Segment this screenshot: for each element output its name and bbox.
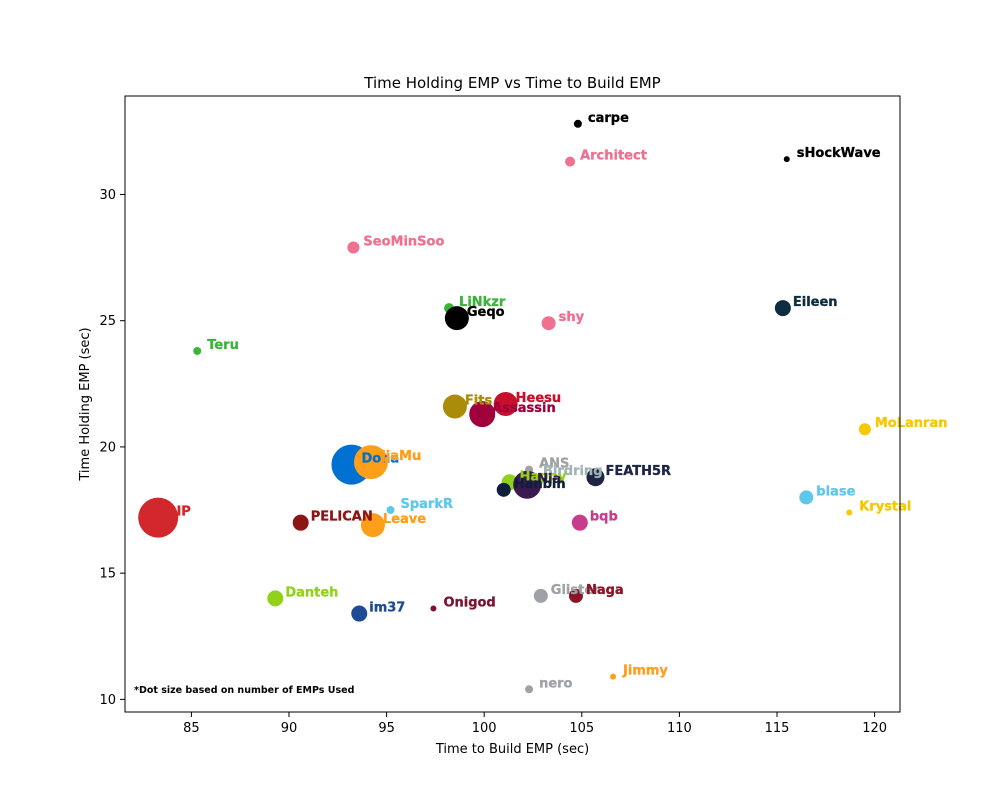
y-axis: 10 15 20 25 30 bbox=[99, 188, 125, 708]
point-sparkr bbox=[386, 506, 395, 515]
point-label-pelican: PELICAN bbox=[311, 510, 373, 525]
point-label-feath5r: FEATH5R bbox=[605, 464, 671, 479]
point-label-linkzr: LiNkzr bbox=[459, 295, 506, 310]
y-tick-label: 20 bbox=[99, 440, 116, 455]
point-hanbin bbox=[496, 482, 511, 497]
point-label-glister: Glister bbox=[551, 583, 600, 598]
point-leave bbox=[360, 513, 385, 538]
point-eileen bbox=[774, 300, 791, 317]
point-nia bbox=[513, 470, 542, 499]
point-label-im37: im37 bbox=[369, 601, 405, 616]
point-im37 bbox=[351, 605, 368, 622]
point-geqo bbox=[444, 306, 469, 331]
point-label-shy: shy bbox=[559, 310, 585, 325]
point-label-bqb: bqb bbox=[590, 510, 618, 525]
y-axis-label: Time Holding EMP (sec) bbox=[78, 327, 93, 481]
point-danteh bbox=[267, 590, 284, 607]
x-tick-label: 110 bbox=[667, 721, 692, 736]
y-tick-label: 30 bbox=[99, 188, 116, 203]
point-seominsoo bbox=[347, 241, 360, 254]
point-label-heesu: Heesu bbox=[516, 391, 562, 406]
point-jimmy bbox=[610, 673, 617, 680]
point-nero bbox=[525, 685, 534, 694]
point-teru bbox=[193, 346, 202, 355]
point-label-shockwave: sHockWave bbox=[797, 146, 881, 161]
point-assassin bbox=[469, 401, 496, 428]
point-heesu bbox=[493, 392, 518, 416]
point-fits bbox=[442, 394, 467, 419]
point-label-ans: ANS bbox=[539, 457, 569, 472]
point-label-nia: Nia bbox=[537, 472, 561, 487]
x-tick-label: 120 bbox=[862, 721, 887, 736]
point-label-happy: Happy bbox=[520, 469, 567, 484]
point-shockwave bbox=[783, 156, 790, 163]
point-label-jimmy: Jimmy bbox=[622, 664, 668, 679]
point-label-fits: Fits bbox=[465, 394, 493, 409]
point-architect bbox=[565, 156, 576, 167]
point-bqb bbox=[571, 514, 588, 531]
x-tick-label: 85 bbox=[183, 721, 200, 736]
point-label-nero: nero bbox=[539, 676, 572, 691]
point-label-assassin: Assassin bbox=[492, 401, 556, 416]
chart-title: Time Holding EMP vs Time to Build EMP bbox=[363, 74, 660, 92]
point-carpe bbox=[573, 119, 582, 128]
point-blase bbox=[799, 490, 814, 505]
point-label-carpe: carpe bbox=[588, 111, 629, 126]
y-tick-label: 10 bbox=[99, 693, 116, 708]
point-naga bbox=[568, 588, 583, 603]
point-label-onigod: Onigod bbox=[443, 595, 495, 610]
point-label-architect: Architect bbox=[580, 149, 647, 164]
x-tick-label: 90 bbox=[281, 721, 298, 736]
point-label-birdring: Birdring bbox=[543, 464, 603, 479]
x-tick-label: 115 bbox=[765, 721, 790, 736]
point-krystal bbox=[846, 509, 853, 516]
point-label-molanran: MoLanran bbox=[875, 416, 948, 431]
point-jjamu bbox=[353, 445, 388, 480]
point-lip bbox=[138, 497, 179, 538]
point-molanran bbox=[858, 423, 871, 436]
y-tick-label: 15 bbox=[99, 567, 116, 582]
point-label-danteh: Danteh bbox=[285, 585, 338, 600]
point-label-jjamu: JjaMu bbox=[380, 449, 421, 464]
y-tick-label: 25 bbox=[99, 314, 116, 329]
x-tick-label: 95 bbox=[378, 721, 395, 736]
x-tick-label: 100 bbox=[472, 721, 497, 736]
point-label-leave: Leave bbox=[383, 512, 426, 527]
point-glister bbox=[533, 588, 548, 603]
point-label-hanbin: Hanbin bbox=[514, 477, 566, 492]
point-label-naga: Naga bbox=[586, 583, 624, 598]
data-points bbox=[138, 119, 871, 694]
point-label-teru: Teru bbox=[207, 338, 239, 353]
x-axis-label: Time to Build EMP (sec) bbox=[435, 742, 589, 757]
point-label-sparkr: SparkR bbox=[400, 497, 453, 512]
dot-size-footnote: *Dot size based on number of EMPs Used bbox=[134, 685, 354, 696]
x-axis: 85 90 95 100 105 110 115 120 bbox=[183, 712, 887, 736]
x-tick-label: 105 bbox=[569, 721, 594, 736]
point-label-geqo: Geqo bbox=[467, 305, 505, 320]
plot-frame bbox=[124, 95, 901, 713]
point-label-krystal: Krystal bbox=[859, 500, 911, 515]
point-onigod bbox=[430, 605, 437, 612]
point-feath5r bbox=[586, 468, 605, 487]
point-shy bbox=[541, 316, 556, 331]
point-label-eileen: Eileen bbox=[793, 295, 838, 310]
point-label-doha: Doha bbox=[361, 452, 399, 467]
data-labels: carpe sHockWave Architect SeoMinSoo LiNkzr Ei… bbox=[168, 111, 948, 692]
point-pelican bbox=[292, 514, 309, 531]
point-label-seominsoo: SeoMinSoo bbox=[363, 234, 444, 249]
point-label-blase: blase bbox=[816, 484, 855, 499]
point-label-lip: LIP bbox=[168, 505, 191, 520]
